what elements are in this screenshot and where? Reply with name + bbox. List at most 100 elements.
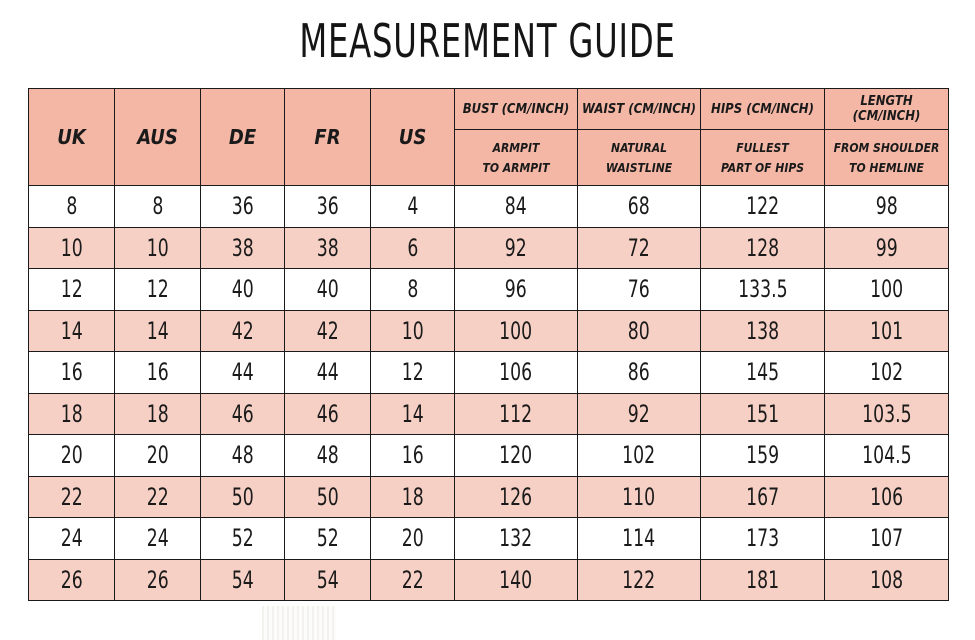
cell-bust: 112	[454, 392, 578, 435]
cell-bust-value: 92	[505, 233, 527, 262]
cell-de: 44	[200, 351, 285, 394]
cell-bust-value: 106	[499, 358, 533, 387]
cell-fr: 42	[284, 309, 371, 352]
cell-bust: 100	[454, 309, 578, 352]
cell-waist: 110	[577, 475, 701, 518]
cell-us-value: 22	[401, 565, 424, 594]
header-bust-desc-line2: TO ARMPIT	[482, 160, 550, 175]
header-fr: FR	[284, 88, 371, 186]
cell-us-value: 10	[401, 316, 424, 345]
cell-bust-value: 126	[499, 482, 533, 511]
cell-aus-value: 20	[146, 441, 169, 470]
cell-waist-value: 110	[622, 482, 656, 511]
table-row: 12 12 40 40 8 96 76 133.5 100	[28, 268, 949, 311]
cell-length: 107	[824, 517, 949, 560]
cell-us-value: 20	[401, 524, 424, 553]
header-waist-desc: NATURAL WAISTLINE	[577, 129, 701, 186]
cell-uk-value: 10	[60, 233, 83, 262]
cell-de-value: 42	[231, 316, 254, 345]
cell-aus: 22	[114, 475, 201, 518]
header-hips-desc-line1: FULLEST	[736, 140, 789, 155]
cell-de: 40	[200, 268, 285, 311]
cell-length-value: 100	[870, 275, 903, 304]
cell-de: 48	[200, 434, 285, 477]
cell-waist-value: 86	[628, 358, 650, 387]
cell-fr-value: 48	[316, 441, 339, 470]
cell-hips-value: 151	[746, 399, 779, 428]
cell-uk-value: 12	[60, 275, 83, 304]
cell-aus-value: 12	[146, 275, 169, 304]
cell-hips: 159	[700, 434, 825, 477]
header-length-desc: FROM SHOULDER TO HEMLINE	[824, 129, 949, 186]
cell-us: 22	[370, 558, 455, 601]
cell-uk-value: 16	[60, 358, 83, 387]
header-waist-desc-line2: WAISTLINE	[605, 160, 673, 175]
cell-hips-value: 133.5	[737, 275, 788, 304]
cell-de: 36	[200, 185, 285, 228]
header-length-desc-line2: TO HEMLINE	[849, 160, 924, 175]
cell-uk: 24	[28, 517, 115, 560]
cell-waist: 102	[577, 434, 701, 477]
cell-us-value: 14	[401, 399, 424, 428]
cell-waist-value: 114	[622, 524, 656, 553]
cell-aus-value: 16	[146, 358, 169, 387]
cell-de-value: 44	[231, 358, 254, 387]
cell-hips-value: 138	[746, 316, 779, 345]
table-row: 16 16 44 44 12 106 86 145 102	[28, 351, 949, 394]
cell-uk-value: 26	[60, 565, 83, 594]
cell-hips-value: 145	[746, 358, 779, 387]
cell-length: 99	[824, 226, 949, 269]
cell-hips-value: 181	[746, 565, 779, 594]
cell-aus: 26	[114, 558, 201, 601]
cell-fr-value: 44	[316, 358, 339, 387]
cell-fr: 46	[284, 392, 371, 435]
cell-aus: 8	[114, 185, 201, 228]
cell-uk-value: 8	[65, 192, 77, 221]
cell-us-value: 12	[401, 358, 424, 387]
header-length: LENGTH (CM/INCH)	[824, 87, 949, 131]
cell-hips: 138	[700, 309, 825, 352]
header-waist-desc-line1: NATURAL	[611, 140, 667, 155]
cell-aus-value: 24	[146, 524, 169, 553]
cell-uk-value: 14	[60, 316, 83, 345]
cell-bust-value: 100	[499, 316, 533, 345]
cell-uk: 12	[28, 268, 115, 311]
table-row: 22 22 50 50 18 126 110 167 106	[28, 475, 949, 518]
cell-bust: 92	[454, 226, 578, 269]
cell-uk-value: 20	[60, 441, 83, 470]
cell-de-value: 46	[231, 399, 254, 428]
cell-fr-value: 38	[316, 233, 339, 262]
cell-uk-value: 22	[60, 482, 83, 511]
table-row: 24 24 52 52 20 132 114 173 107	[28, 517, 949, 560]
cell-de-value: 36	[231, 192, 254, 221]
cell-de-value: 54	[231, 565, 254, 594]
cell-us: 14	[370, 392, 455, 435]
header-hips: HIPS (CM/INCH)	[700, 87, 825, 131]
cell-de: 54	[200, 558, 285, 601]
cell-fr: 40	[284, 268, 371, 311]
header-uk: UK	[28, 88, 115, 186]
cell-us-value: 16	[401, 441, 424, 470]
cell-bust-value: 120	[499, 441, 533, 470]
header-bust-desc: ARMPIT TO ARMPIT	[454, 129, 578, 186]
cell-length-value: 103.5	[861, 399, 912, 428]
cell-length: 104.5	[824, 434, 949, 477]
cell-us: 20	[370, 517, 455, 560]
cell-fr-value: 50	[316, 482, 339, 511]
cell-aus: 18	[114, 392, 201, 435]
cell-hips: 122	[700, 185, 825, 228]
cell-fr: 36	[284, 185, 371, 228]
cell-aus-value: 18	[146, 399, 169, 428]
cell-fr-value: 54	[316, 565, 339, 594]
cell-fr-value: 36	[316, 192, 339, 221]
cell-us: 6	[370, 226, 455, 269]
cell-waist-value: 76	[628, 275, 650, 304]
cell-bust-value: 140	[499, 565, 533, 594]
cell-de-value: 48	[231, 441, 254, 470]
cell-us: 8	[370, 268, 455, 311]
cell-us-value: 8	[406, 275, 418, 304]
cell-waist-value: 68	[628, 192, 650, 221]
cell-uk: 10	[28, 226, 115, 269]
cell-waist: 72	[577, 226, 701, 269]
cell-length-value: 99	[875, 233, 898, 262]
